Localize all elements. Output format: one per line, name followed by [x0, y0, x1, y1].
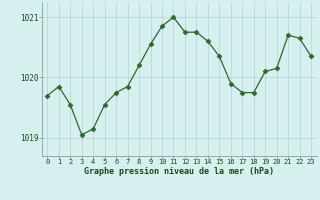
X-axis label: Graphe pression niveau de la mer (hPa): Graphe pression niveau de la mer (hPa)	[84, 167, 274, 176]
